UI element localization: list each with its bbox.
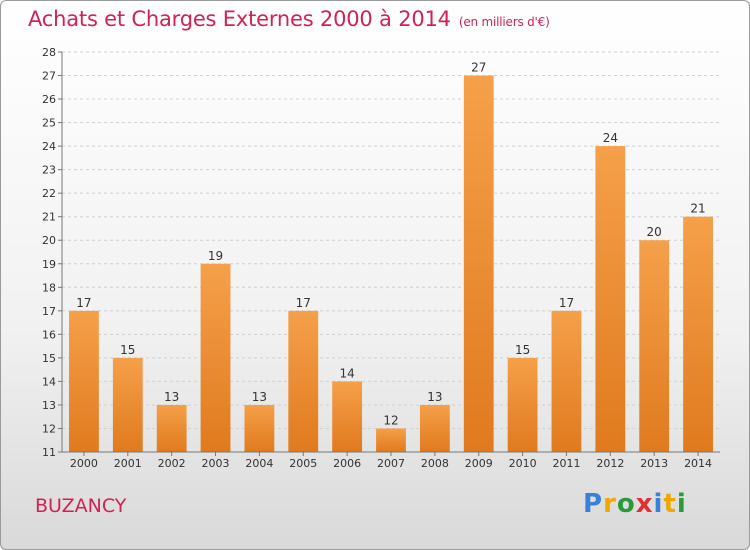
y-tick-label: 12 bbox=[42, 422, 56, 435]
logo-letter: x bbox=[635, 489, 654, 519]
y-tick-label: 28 bbox=[42, 46, 56, 59]
bar bbox=[112, 357, 143, 452]
bar-value-label: 19 bbox=[208, 249, 223, 263]
bar bbox=[288, 310, 319, 452]
y-tick-label: 17 bbox=[42, 305, 56, 318]
bar-value-label: 13 bbox=[427, 390, 442, 404]
chart-title-text: Achats et Charges Externes 2000 à 2014 bbox=[28, 7, 451, 31]
logo-letter: r bbox=[603, 489, 617, 519]
y-tick-label: 25 bbox=[42, 117, 56, 130]
y-tick-label: 23 bbox=[42, 164, 56, 177]
bar bbox=[683, 216, 713, 452]
bar-value-label: 15 bbox=[515, 343, 530, 357]
y-tick-label: 26 bbox=[42, 93, 56, 106]
bar bbox=[156, 404, 187, 452]
proxiti-logo[interactable]: Proxiti bbox=[583, 489, 687, 519]
chart-subtitle: (en milliers d'€) bbox=[458, 15, 550, 29]
x-tick-label: 2002 bbox=[158, 457, 186, 470]
logo-letter: t bbox=[663, 489, 677, 519]
bar bbox=[595, 146, 626, 452]
x-tick-label: 2003 bbox=[202, 457, 230, 470]
bar-value-label: 14 bbox=[339, 366, 354, 380]
x-tick-label: 2009 bbox=[465, 457, 493, 470]
bar-value-label: 27 bbox=[471, 61, 486, 75]
bar bbox=[69, 310, 99, 452]
y-tick-label: 16 bbox=[42, 328, 56, 341]
x-tick-label: 2004 bbox=[245, 457, 273, 470]
bar bbox=[244, 404, 275, 452]
y-tick-label: 13 bbox=[42, 399, 56, 412]
bar bbox=[332, 381, 363, 452]
x-tick-label: 2007 bbox=[377, 457, 405, 470]
bar bbox=[639, 240, 670, 452]
logo-letter: i bbox=[653, 489, 664, 519]
y-tick-label: 24 bbox=[42, 140, 56, 153]
y-tick-label: 20 bbox=[42, 234, 56, 247]
bar bbox=[463, 75, 494, 452]
x-tick-label: 2006 bbox=[333, 457, 361, 470]
x-tick-label: 2001 bbox=[114, 457, 142, 470]
y-tick-label: 15 bbox=[42, 352, 56, 365]
bar-value-label: 21 bbox=[690, 202, 705, 216]
y-tick-label: 19 bbox=[42, 258, 56, 271]
x-tick-label: 2010 bbox=[509, 457, 537, 470]
bar bbox=[200, 263, 231, 452]
logo-letter: o bbox=[616, 489, 636, 519]
y-tick-label: 21 bbox=[42, 211, 56, 224]
bar-value-label: 17 bbox=[559, 296, 574, 310]
bars: 17 15 13 19 13 17 14 12 13 27 15 17 24 20 21 bbox=[69, 61, 713, 452]
y-tick-label: 14 bbox=[42, 375, 56, 388]
x-tick-label: 2005 bbox=[289, 457, 317, 470]
x-tick-label: 2011 bbox=[552, 457, 580, 470]
logo-letter: i bbox=[676, 489, 687, 519]
bar-value-label: 24 bbox=[603, 131, 618, 145]
x-tick-label: 2008 bbox=[421, 457, 449, 470]
logo-letter: P bbox=[583, 489, 604, 519]
bar-value-label: 17 bbox=[296, 296, 311, 310]
x-tick-label: 2014 bbox=[684, 457, 712, 470]
bar bbox=[507, 357, 538, 452]
bar-value-label: 12 bbox=[383, 413, 398, 427]
bar-value-label: 13 bbox=[252, 390, 267, 404]
bar-value-label: 15 bbox=[120, 343, 135, 357]
bar bbox=[551, 310, 582, 452]
bar bbox=[419, 404, 450, 452]
bar bbox=[376, 428, 406, 452]
chart-title: Achats et Charges Externes 2000 à 2014 (e… bbox=[28, 7, 550, 31]
axes: 11 12 13 14 15 16 17 18 19 20 21 22 23 24 25 26 27 28 2000… bbox=[42, 46, 720, 470]
y-tick-label: 11 bbox=[42, 446, 56, 459]
y-tick-label: 22 bbox=[42, 187, 56, 200]
y-tick-label: 27 bbox=[42, 70, 56, 83]
town-name: BUZANCY bbox=[35, 495, 127, 517]
y-tick-label: 18 bbox=[42, 281, 56, 294]
bar-value-label: 20 bbox=[647, 225, 662, 239]
x-tick-label: 2000 bbox=[70, 457, 98, 470]
x-tick-label: 2012 bbox=[596, 457, 624, 470]
bar-value-label: 13 bbox=[164, 390, 179, 404]
x-tick-label: 2013 bbox=[640, 457, 668, 470]
bar-value-label: 17 bbox=[76, 296, 91, 310]
